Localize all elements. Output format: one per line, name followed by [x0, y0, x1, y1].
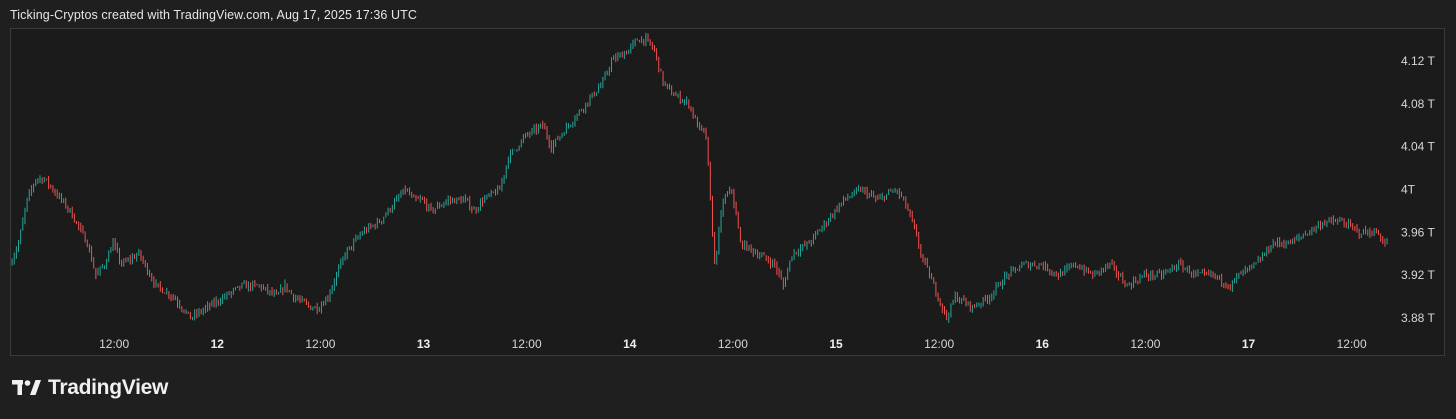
time-tick-label: 12:00 — [924, 337, 954, 351]
time-tick-label: 12:00 — [305, 337, 335, 351]
price-tick-label: 3.92 T — [1401, 268, 1435, 282]
time-axis: 12:00 12 12:00 13 12:00 14 12:00 15 12:00 16 12:00… — [99, 337, 1367, 351]
candles-layer — [11, 32, 1388, 323]
time-tick-label: 12:00 — [1337, 337, 1367, 351]
date-tick-label: 14 — [623, 337, 637, 351]
candlestick-chart[interactable]: 4.12 T 4.08 T 4.04 T 4T 3.96 T 3.92 T 3.88 T 1… — [11, 29, 1446, 357]
price-tick-label: 4.12 T — [1401, 54, 1435, 68]
price-tick-label: 3.96 T — [1401, 225, 1435, 239]
price-tick-label: 4.04 T — [1401, 140, 1435, 154]
price-tick-label: 3.88 T — [1401, 311, 1435, 325]
time-tick-label: 12:00 — [99, 337, 129, 351]
chart-frame[interactable]: 4.12 T 4.08 T 4.04 T 4T 3.96 T 3.92 T 3.88 T 1… — [10, 28, 1445, 356]
price-tick-label: 4T — [1401, 183, 1416, 197]
brand-name: TradingView — [48, 376, 169, 399]
date-tick-label: 13 — [417, 337, 431, 351]
date-tick-label: 16 — [1036, 337, 1050, 351]
time-tick-label: 12:00 — [1130, 337, 1160, 351]
date-tick-label: 12 — [211, 337, 225, 351]
date-tick-label: 15 — [829, 337, 843, 351]
time-tick-label: 12:00 — [718, 337, 748, 351]
time-tick-label: 12:00 — [512, 337, 542, 351]
chart-caption: Ticking-Cryptos created with TradingView… — [10, 8, 418, 22]
price-tick-label: 4.08 T — [1401, 97, 1435, 111]
price-axis: 4.12 T 4.08 T 4.04 T 4T 3.96 T 3.92 T 3.88 T — [1401, 54, 1435, 325]
date-tick-label: 17 — [1242, 337, 1256, 351]
tradingview-brand[interactable]: TradingView — [12, 376, 168, 400]
tradingview-logo-icon — [12, 380, 41, 395]
